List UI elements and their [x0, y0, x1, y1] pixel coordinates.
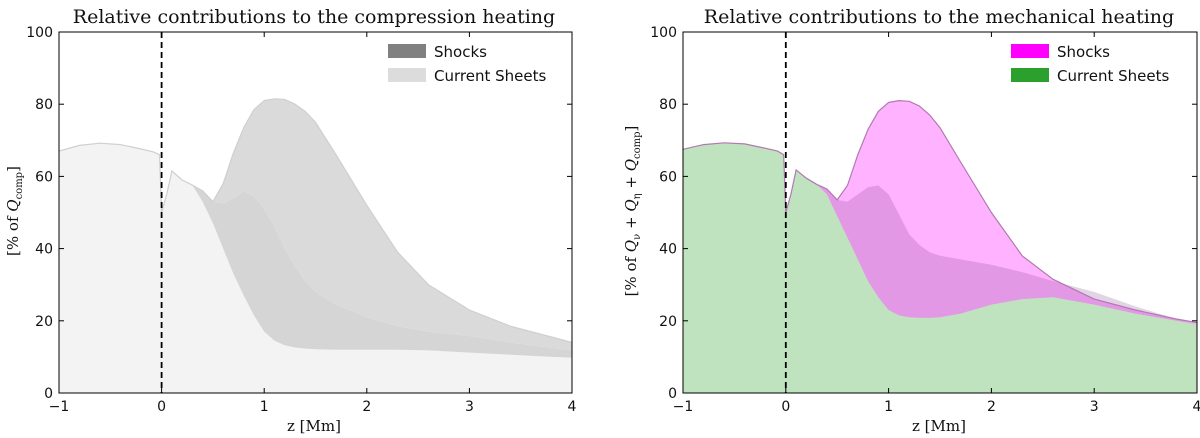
plot-frame [682, 31, 1198, 394]
legend-swatch-current-sheets [1011, 68, 1049, 82]
legend-label-shocks: Shocks [1057, 43, 1110, 61]
x-axis-label: z [Mm] [912, 417, 966, 435]
y-axis-label: [% of Qcomp] [4, 166, 25, 256]
x-tick-label: 4 [1193, 399, 1200, 415]
x-tick-label: 0 [157, 399, 166, 415]
y-tick-label: 40 [659, 242, 677, 258]
overlap-area [683, 142, 1197, 325]
legend-swatch-shocks [388, 44, 426, 58]
total-line [682, 99, 1198, 324]
y-tick-label: 20 [659, 314, 677, 330]
x-tick-label: −1 [49, 399, 70, 415]
y-tick-label: 100 [650, 25, 677, 41]
current-sheets-area [59, 98, 572, 351]
y-tick-label: 20 [35, 314, 53, 330]
x-tick-label: 1 [260, 399, 269, 415]
x-tick-label: 3 [1090, 399, 1099, 415]
mechanical-heating-panel: Relative contributions to the mechanical… [622, 6, 1200, 435]
x-tick-label: 1 [884, 399, 893, 415]
legend-swatch-current-sheets [388, 68, 426, 82]
legend-label-current-sheets: Current Sheets [1057, 67, 1169, 85]
x-tick-label: 3 [465, 399, 474, 415]
x-tick-label: 0 [781, 399, 790, 415]
compression-heating-panel: Relative contributions to the compressio… [4, 6, 577, 435]
x-tick-label: 4 [568, 399, 577, 415]
y-axis-label: [% of Qν + Qη + Qcomp] [622, 126, 643, 297]
overlap-area [59, 143, 572, 358]
y-tick-label: 0 [44, 386, 53, 402]
x-tick-label: −1 [673, 399, 694, 415]
legend-label-current-sheets: Current Sheets [434, 67, 546, 85]
legend-swatch-shocks [1011, 44, 1049, 58]
x-tick-label: 2 [987, 399, 996, 415]
legend: Shocks Current Sheets [388, 43, 546, 85]
plot-frame [58, 31, 573, 394]
total-line [58, 98, 573, 344]
y-tick-label: 60 [35, 169, 53, 185]
y-tick-label: 80 [659, 97, 677, 113]
y-tick-label: 60 [659, 169, 677, 185]
y-tick-label: 40 [35, 242, 53, 258]
y-tick-label: 100 [26, 25, 53, 41]
base-area [59, 143, 572, 393]
shocks-area [683, 100, 1197, 325]
legend: Shocks Current Sheets [1011, 43, 1169, 85]
x-axis-label: z [Mm] [287, 417, 341, 435]
x-tick-label: 2 [362, 399, 371, 415]
y-tick-label: 80 [35, 97, 53, 113]
current-sheets-area [683, 142, 1197, 393]
chart-title: Relative contributions to the compressio… [73, 6, 555, 28]
y-tick-label: 0 [668, 386, 677, 402]
legend-label-shocks: Shocks [434, 43, 487, 61]
chart-title: Relative contributions to the mechanical… [704, 6, 1174, 28]
